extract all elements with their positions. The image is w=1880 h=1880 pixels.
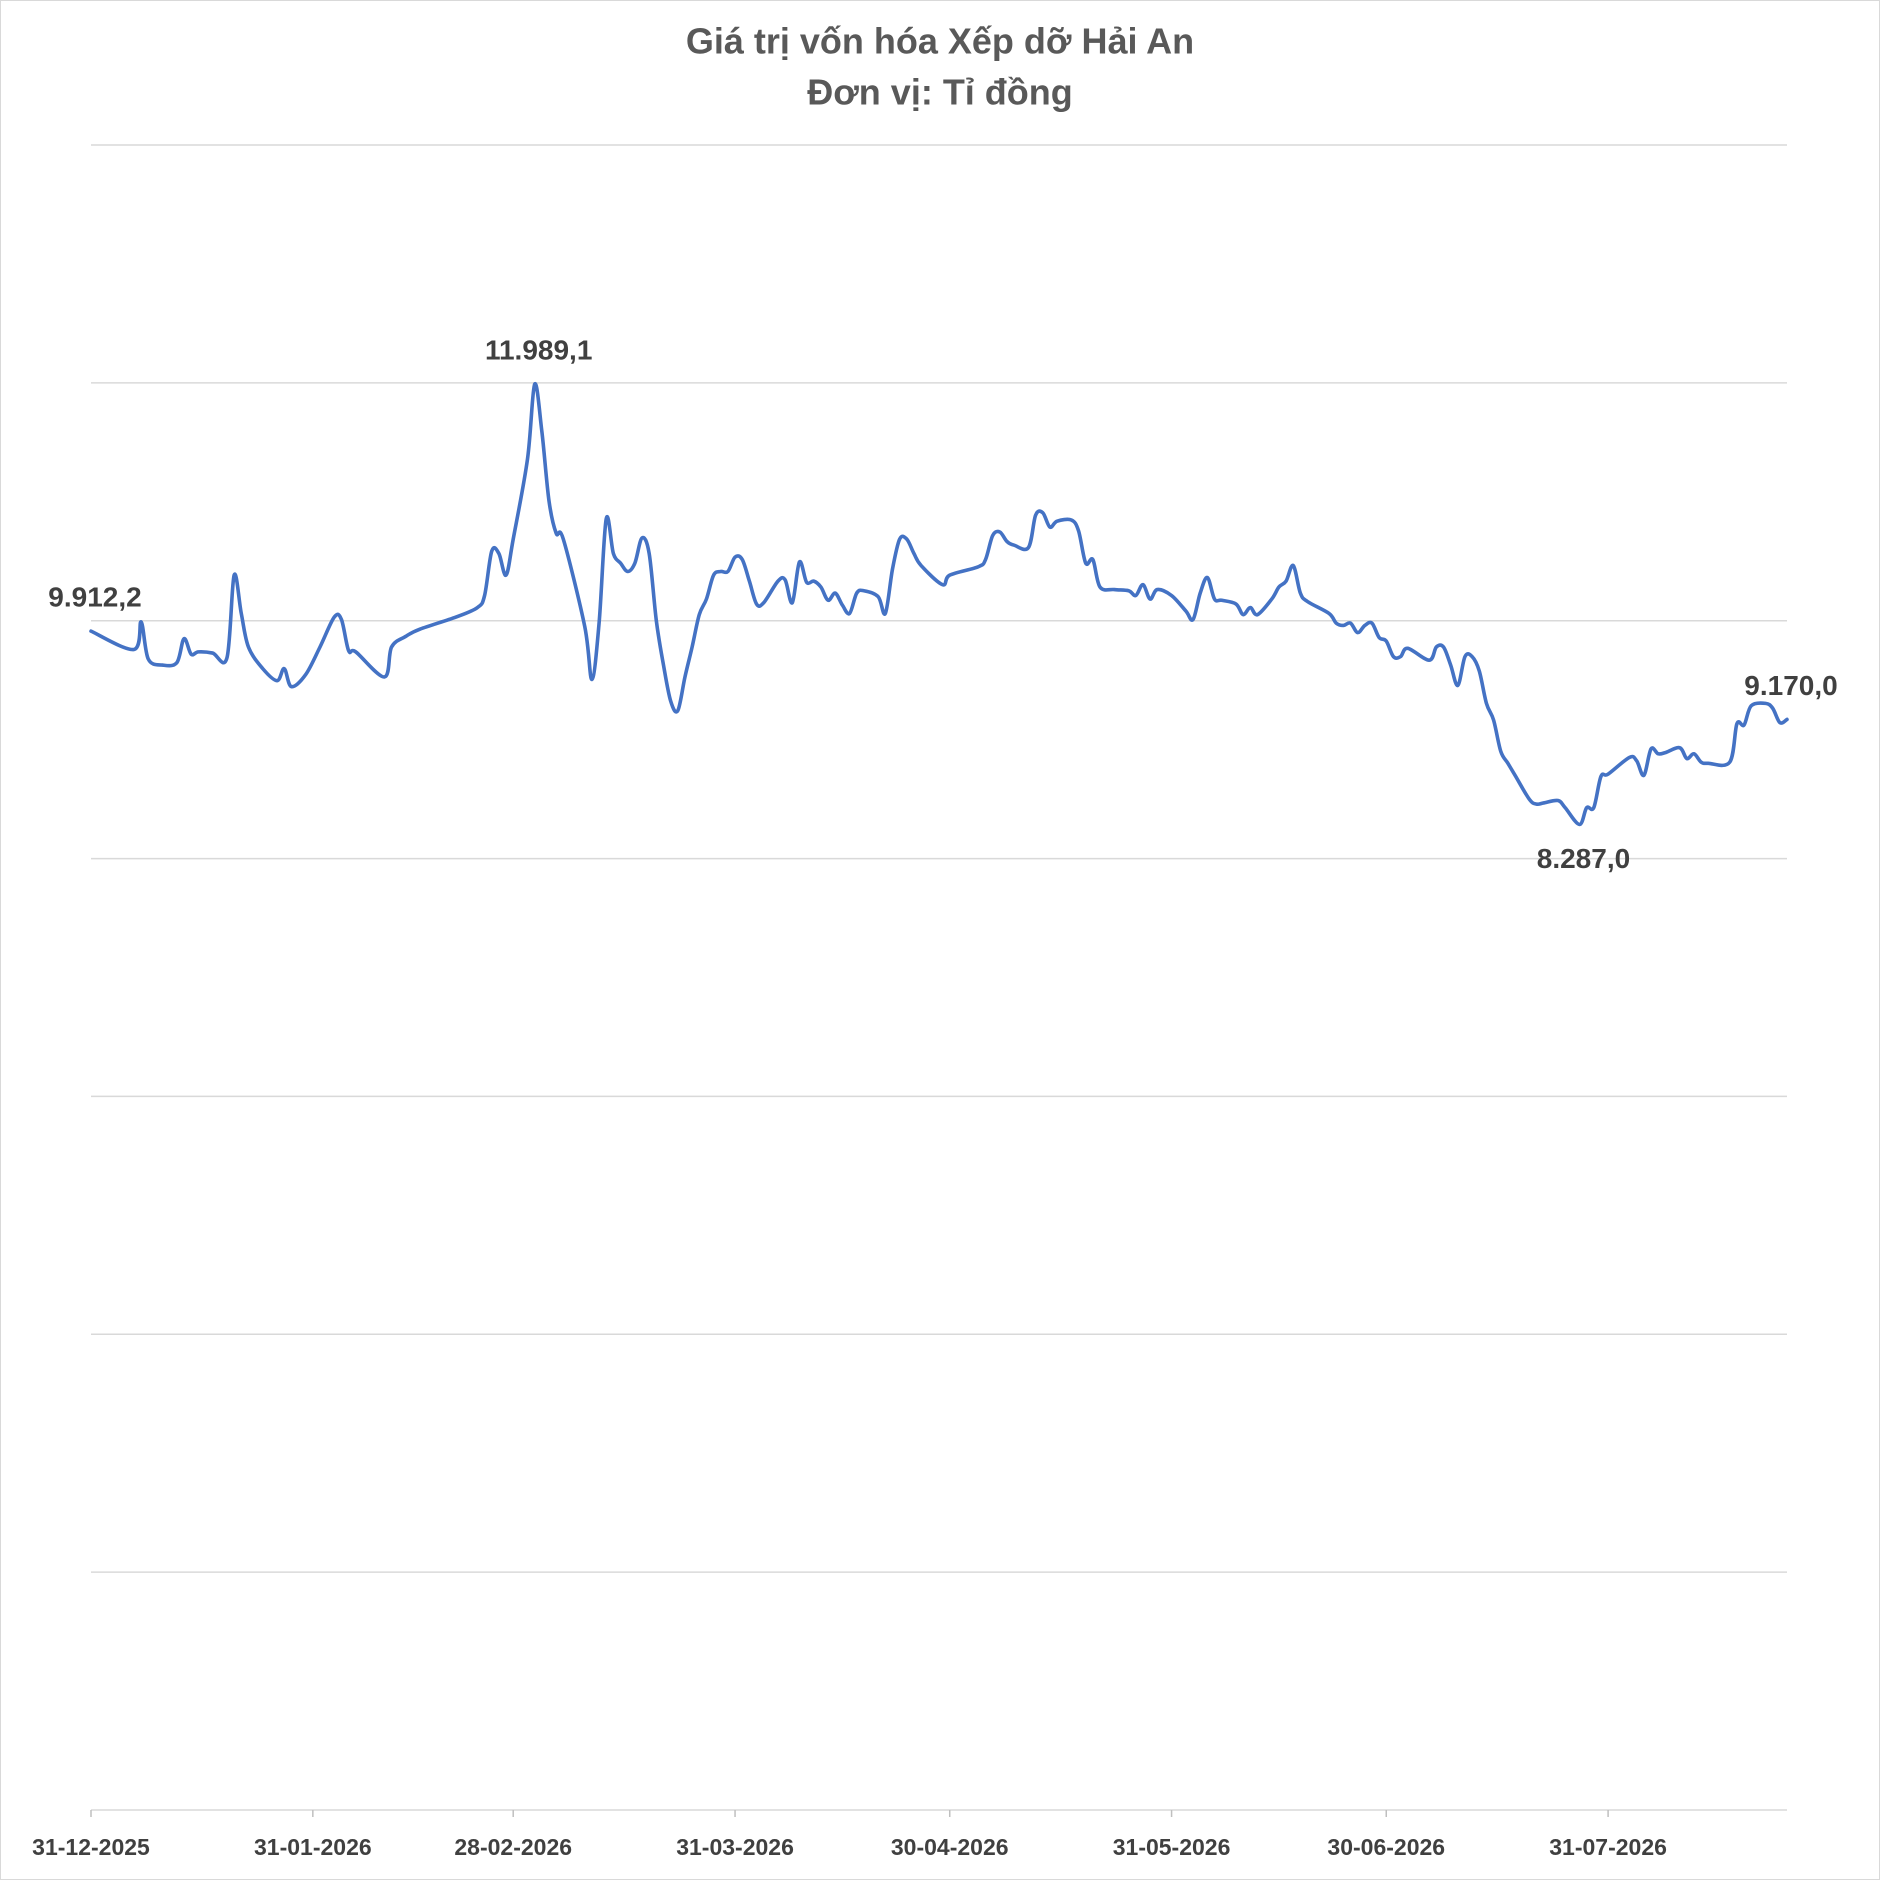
- x-tick-label: 31-12-2025: [32, 1834, 150, 1860]
- x-tick-label: 28-02-2026: [454, 1834, 572, 1860]
- line: [89, 382, 1789, 827]
- chart-title: Giá trị vốn hóa Xếp dỡ Hải An: [686, 21, 1194, 62]
- data-label: 9.912,2: [48, 582, 141, 613]
- data-label: 11.989,1: [485, 335, 592, 366]
- x-tick-label: 31-03-2026: [676, 1834, 794, 1860]
- x-tick-label: 30-06-2026: [1327, 1834, 1445, 1860]
- data-label: 8.287,0: [1537, 843, 1630, 874]
- x-tick-label: 31-05-2026: [1113, 1834, 1231, 1860]
- x-tick-label: 31-07-2026: [1549, 1834, 1667, 1860]
- x-tick-label: 31-01-2026: [254, 1834, 372, 1860]
- data-label: 9.170,0: [1744, 670, 1837, 701]
- chart-subtitle: Đơn vị: Tỉ đồng: [807, 72, 1073, 113]
- x-tick-label: 30-04-2026: [891, 1834, 1009, 1860]
